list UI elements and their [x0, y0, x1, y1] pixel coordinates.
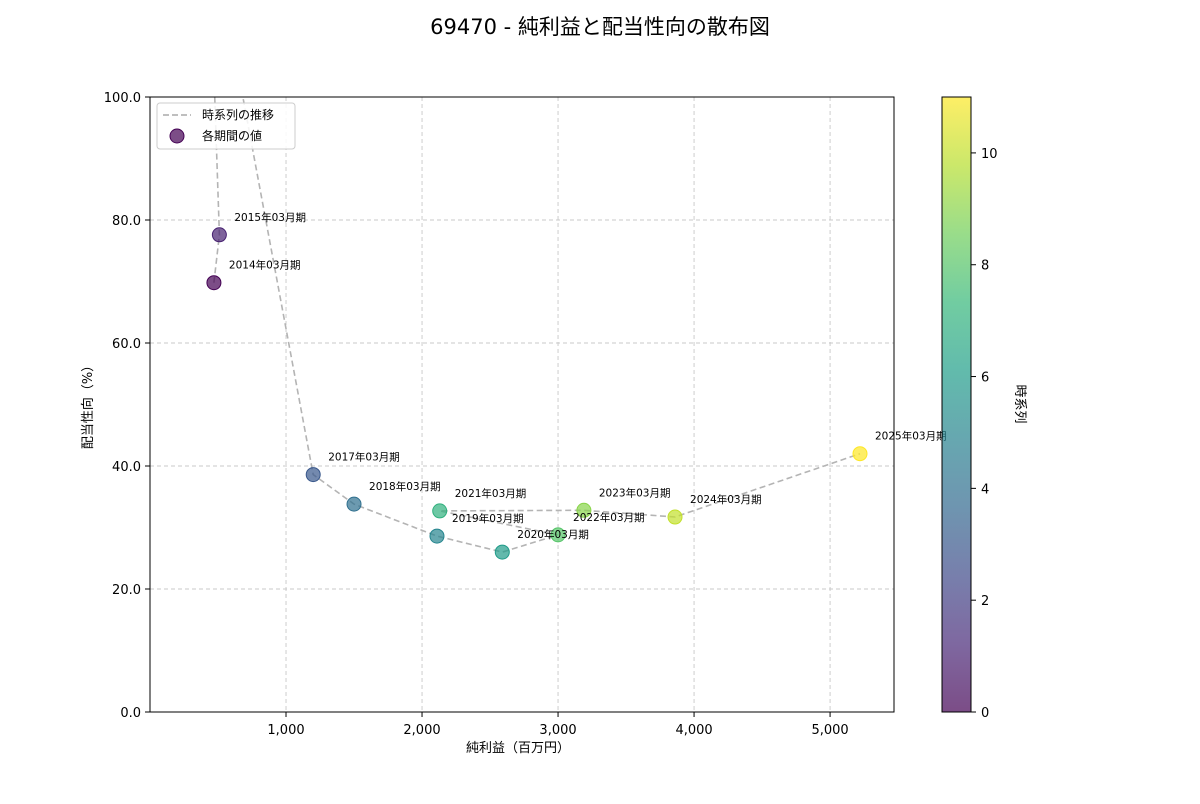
grid-lines [150, 97, 894, 712]
data-point [346, 496, 362, 512]
data-point [852, 446, 868, 462]
chart-title: 69470 - 純利益と配当性向の散布図 [430, 15, 770, 39]
data-label: 2022年03月期 [573, 511, 645, 524]
y-tick-label: 20.0 [112, 583, 141, 598]
y-tick-label: 100.0 [104, 91, 141, 106]
data-label: 2025年03月期 [875, 430, 947, 443]
y-tick-label: 0.0 [120, 706, 141, 721]
x-axis-label: 純利益（百万円） [466, 741, 570, 756]
colorbar-tick-label: 0 [981, 706, 989, 721]
plot-frame [149, 96, 895, 713]
data-point [432, 503, 448, 519]
legend-item-points: 各期間の値 [202, 128, 262, 143]
x-tick-label: 2,000 [403, 723, 440, 738]
data-point [576, 502, 592, 518]
y-axis-label: 配当性向（%） [80, 359, 96, 449]
data-label: 2024年03月期 [690, 493, 762, 506]
data-label: 2020年03月期 [517, 528, 589, 541]
y-tick-label: 40.0 [112, 460, 141, 475]
y-tick-label: 80.0 [112, 214, 141, 229]
data-label: 2017年03月期 [328, 451, 400, 464]
data-point [206, 275, 222, 291]
data-point [550, 527, 566, 543]
trend-line [213, 97, 861, 553]
data-label: 2023年03月期 [599, 486, 671, 499]
colorbar-tick-label: 10 [981, 147, 998, 162]
x-tick-label: 3,000 [539, 723, 576, 738]
colorbar-tick-label: 8 [981, 259, 989, 274]
x-tick-label: 4,000 [675, 723, 712, 738]
data-label: 2019年03月期 [452, 512, 524, 525]
colorbar-tick-label: 4 [981, 482, 989, 497]
data-point [211, 227, 227, 243]
y-tick-label: 60.0 [112, 337, 141, 352]
data-point [667, 509, 683, 525]
data-points [206, 227, 868, 560]
data-point [429, 528, 445, 544]
colorbar-ticks: 0 2 4 6 8 10 [971, 147, 998, 721]
legend: 時系列の推移 各期間の値 [156, 102, 296, 150]
x-tick-label: 1,000 [267, 723, 304, 738]
colorbar-label: 時系列 [1012, 384, 1027, 423]
legend-box [156, 102, 296, 150]
data-label: 2021年03月期 [455, 487, 527, 500]
legend-item-trend: 時系列の推移 [202, 108, 274, 122]
data-labels: 2014年03月期 2015年03月期 2017年03月期 2018年03月期 2019… [229, 211, 947, 541]
colorbar-frame [941, 96, 972, 713]
colorbar-tick-label: 2 [981, 594, 989, 609]
trend-line-group [213, 97, 861, 553]
data-label: 2018年03月期 [369, 480, 441, 493]
legend-point-swatch [169, 128, 185, 144]
data-point [305, 467, 321, 483]
x-tick-label: 5,000 [811, 723, 848, 738]
x-axis-ticks: 1,000 2,000 3,000 4,000 5,000 [267, 712, 849, 738]
data-label: 2014年03月期 [229, 259, 301, 272]
colorbar [942, 97, 971, 712]
colorbar-tick-label: 6 [981, 371, 989, 386]
data-label: 2015年03月期 [234, 211, 306, 224]
y-axis-ticks: 0.0 20.0 40.0 60.0 80.0 100.0 [104, 91, 150, 721]
data-point [494, 544, 510, 560]
